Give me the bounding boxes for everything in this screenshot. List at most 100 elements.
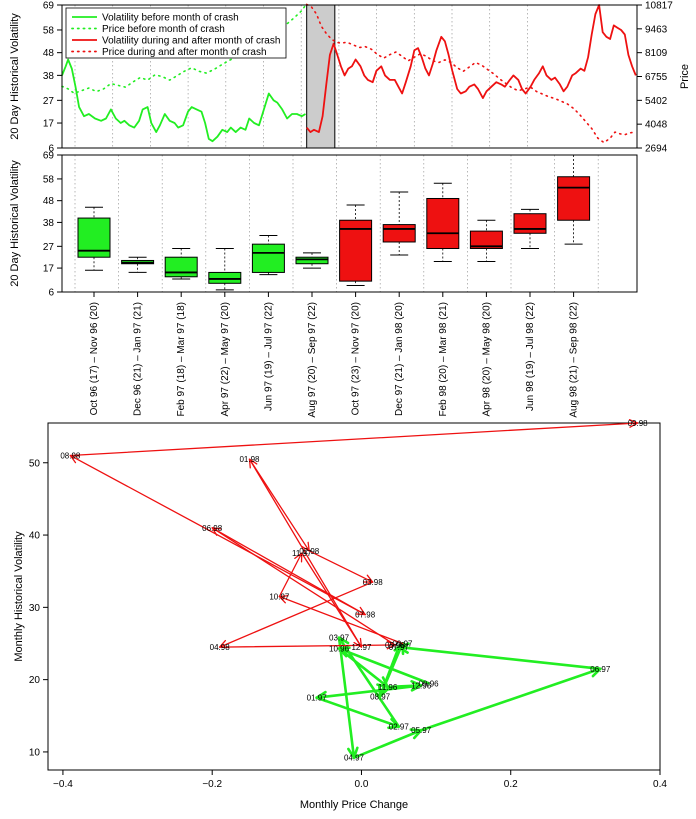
arrow-shaft — [378, 642, 404, 698]
point-label: 04.98 — [210, 643, 231, 652]
y-tick-label: 38 — [43, 218, 55, 229]
arrow-08.98-to-09.98 — [69, 419, 639, 457]
y-tick-label: 69 — [43, 151, 55, 162]
arrow-shaft — [337, 647, 389, 689]
price-volatility-panel: 6 17 27 38 48 58 69 2694 4048 5402 6755 8109 9463 108… — [9, 1, 691, 155]
arrow-07.98-to-08.98 — [69, 454, 366, 616]
arrow-shaft — [337, 636, 356, 760]
box-10 — [469, 219, 503, 263]
x-tick-label: Jun 98 (19) – Jul 98 (22) — [525, 302, 536, 411]
box-iqr — [426, 197, 460, 250]
box-8 — [382, 191, 416, 256]
y-tick-label: 17 — [43, 119, 55, 130]
point-label: 01.97 — [307, 694, 328, 703]
x-tick-label: Oct 97 (23) – Nov 97 (20) — [351, 302, 362, 415]
box-iqr — [557, 176, 591, 221]
y-axis-title: 20 Day Historical Volatility — [9, 160, 21, 287]
point-label: 03.97 — [329, 634, 350, 643]
point-label: 02.98 — [299, 547, 320, 556]
x-axis-title: Monthly Price Change — [300, 799, 408, 811]
x-tick-label: −0.2 — [202, 779, 222, 790]
box-11 — [513, 208, 547, 250]
arrow-shaft — [308, 550, 374, 583]
legend-label: Volatility during and after month of cra… — [102, 36, 280, 47]
arrow-shaft — [219, 644, 396, 648]
y-tick-label: 40 — [29, 531, 41, 542]
y-tick-label: 38 — [43, 71, 55, 82]
point-label: 12.97 — [351, 643, 372, 652]
legend-label: Price before month of crash — [102, 24, 225, 35]
arrow-shaft — [211, 527, 396, 646]
y-tick-label: 6 — [48, 288, 54, 299]
y-axis-title: 20 Day Historical Volatility — [9, 13, 21, 140]
box-12 — [557, 154, 591, 245]
y-tick-label: 48 — [43, 196, 55, 207]
point-label: 01.98 — [239, 455, 260, 464]
price-after-line — [305, 3, 636, 144]
x-tick-label: 0.4 — [653, 779, 667, 790]
y-tick-label: 69 — [43, 1, 55, 12]
y2-tick-label: 2694 — [645, 144, 668, 155]
box-iqr — [208, 271, 242, 284]
box-9 — [426, 182, 460, 263]
y2-tick-label: 4048 — [645, 120, 668, 131]
arrow-12.96-to-01.97 — [315, 684, 423, 703]
x-tick-label: Aug 97 (20) – Sep 97 (22) — [307, 302, 318, 418]
arrow-shaft — [248, 458, 363, 648]
y2-tick-label: 9463 — [645, 24, 668, 35]
arrow-05.97-to-06.97 — [419, 666, 602, 732]
point-label: 02.97 — [389, 723, 410, 732]
point-label: 11.96 — [378, 683, 398, 692]
point-label: 09.98 — [628, 419, 649, 428]
point-label: 04.97 — [344, 754, 365, 763]
point-label: 05.98 — [385, 641, 406, 650]
arrow-shaft — [419, 667, 602, 732]
point-label: 08.97 — [370, 692, 391, 701]
box-5 — [251, 234, 285, 276]
y-tick-label: 30 — [29, 603, 41, 614]
box-iqr — [382, 224, 416, 243]
box-6 — [295, 252, 329, 269]
x-tick-label: Oct 96 (17) – Nov 96 (20) — [89, 302, 100, 415]
point-label: 09.97 — [392, 639, 413, 648]
box-iqr — [164, 256, 198, 278]
y2-tick-label: 8109 — [645, 48, 668, 59]
y-tick-label: 20 — [29, 675, 41, 686]
volatility-boxplot-panel: 6 17 27 38 48 58 69 20 Day Historical Volatilit… — [9, 151, 638, 418]
box-2 — [121, 256, 155, 273]
y-tick-label: 48 — [43, 48, 55, 59]
box-1 — [77, 206, 111, 271]
arrow-03.98-to-04.98 — [219, 581, 374, 649]
y-tick-label: 58 — [43, 25, 55, 36]
x-tick-label: −0.4 — [53, 779, 73, 790]
point-label: 03.98 — [363, 578, 384, 587]
y2-tick-label: 5402 — [645, 96, 668, 107]
y-tick-label: 17 — [43, 264, 55, 275]
arrow-shaft — [315, 696, 401, 728]
box-iqr — [513, 213, 547, 234]
point-label: 11.97 — [292, 549, 312, 558]
x-tick-label: 0.2 — [504, 779, 518, 790]
arrow-shaft — [248, 458, 310, 552]
panel-frame — [61, 154, 638, 293]
box-iqr — [295, 256, 329, 265]
x-tick-label: Apr 98 (20) – May 98 (20) — [481, 302, 492, 417]
point-label: 07.98 — [355, 611, 376, 620]
arrow-01.97-to-02.97 — [315, 696, 401, 730]
arrow-10.96-to-11.96 — [337, 647, 389, 689]
box-iqr — [251, 243, 285, 273]
arrow-06.97-to-07.97 — [397, 642, 602, 671]
volatility-before-line — [61, 58, 306, 143]
box-7 — [339, 204, 373, 286]
point-label: 12.96 — [411, 681, 432, 690]
x-tick-label: Apr 97 (22) – May 97 (20) — [220, 302, 231, 417]
arrow-shaft — [337, 647, 430, 685]
x-tick-label: Aug 98 (21) – Sep 98 (22) — [569, 302, 580, 418]
arrow-shaft — [69, 454, 366, 616]
point-label: 05.97 — [411, 726, 432, 735]
arrow-shaft — [397, 645, 602, 671]
y2-tick-label: 6755 — [645, 72, 668, 83]
volatility-after-line — [306, 4, 637, 134]
arrow-shaft — [315, 684, 423, 700]
